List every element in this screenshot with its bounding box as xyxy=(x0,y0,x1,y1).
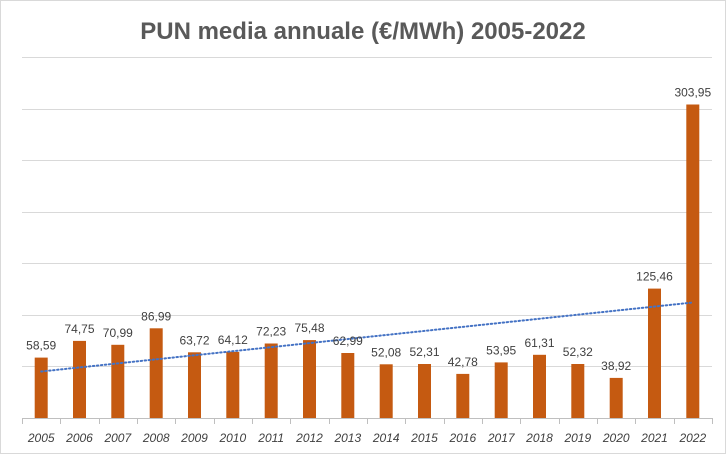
x-tick-label: 2013 xyxy=(333,431,361,445)
data-label: 64,12 xyxy=(218,333,248,347)
chart-title: PUN media annuale (€/MWh) 2005-2022 xyxy=(140,18,586,45)
data-labels: 58,59 74,75 70,99 86,99 63,72 64,12 72,23 75,48… xyxy=(26,86,711,373)
data-label: 53,95 xyxy=(486,343,516,357)
data-label: 75,48 xyxy=(294,321,324,335)
x-tick-label: 2016 xyxy=(448,431,476,445)
bar-2022 xyxy=(686,104,700,418)
x-tick-label: 2009 xyxy=(180,431,208,445)
bar-2020 xyxy=(609,377,623,418)
trendline xyxy=(40,301,694,373)
trendline-layer xyxy=(40,301,694,373)
data-label: 42,78 xyxy=(448,355,478,369)
data-label: 86,99 xyxy=(141,309,171,323)
bars xyxy=(34,104,700,418)
bar-2019 xyxy=(571,364,585,418)
bar-2010 xyxy=(226,351,240,418)
bar-2005 xyxy=(34,357,48,418)
data-label: 52,08 xyxy=(371,345,401,359)
x-tick-label: 2015 xyxy=(410,431,438,445)
bar-2007 xyxy=(111,344,125,418)
data-label: 70,99 xyxy=(103,326,133,340)
x-tick-label: 2008 xyxy=(142,431,170,445)
bar-2013 xyxy=(341,353,355,418)
x-tick-label: 2022 xyxy=(678,431,706,445)
x-axis: 2005 2006 2007 2008 2009 2010 2011 2012 2013 2014… xyxy=(22,418,713,445)
bar-2021 xyxy=(648,288,661,418)
data-label: 63,72 xyxy=(179,333,209,347)
x-tick-label: 2021 xyxy=(640,431,668,445)
data-label: 38,92 xyxy=(601,359,631,373)
x-tick-label: 2018 xyxy=(525,431,553,445)
x-tick-label: 2007 xyxy=(103,431,132,445)
x-tick-label: 2010 xyxy=(218,431,246,445)
data-label: 52,31 xyxy=(409,345,439,359)
bar-2016 xyxy=(456,373,470,418)
data-label: 74,75 xyxy=(64,322,94,336)
data-label: 303,95 xyxy=(674,86,711,100)
bar-2011 xyxy=(264,343,278,418)
x-tick-label: 2019 xyxy=(563,431,591,445)
x-tick-label: 2014 xyxy=(372,431,400,445)
x-tick-label: 2017 xyxy=(487,431,516,445)
x-tick-label: 2006 xyxy=(65,431,93,445)
data-label: 125,46 xyxy=(636,270,673,284)
x-tick-label: 2020 xyxy=(602,431,630,445)
data-label: 61,31 xyxy=(524,336,554,350)
bar-2014 xyxy=(379,364,393,418)
x-tick-label: 2012 xyxy=(295,431,323,445)
bar-2006 xyxy=(73,340,86,418)
data-label: 52,32 xyxy=(563,345,593,359)
bar-2009 xyxy=(188,352,201,418)
data-label: 72,23 xyxy=(256,325,286,339)
gridlines xyxy=(22,57,712,367)
bar-2015 xyxy=(418,364,431,418)
bar-2017 xyxy=(494,362,508,418)
x-tick-label: 2011 xyxy=(257,431,284,445)
x-tick-label: 2005 xyxy=(27,431,55,445)
bar-2018 xyxy=(533,354,546,418)
data-label: 58,59 xyxy=(26,339,56,353)
bar-2008 xyxy=(149,328,163,418)
bar-2012 xyxy=(303,340,316,418)
data-label: 62,99 xyxy=(333,334,363,348)
